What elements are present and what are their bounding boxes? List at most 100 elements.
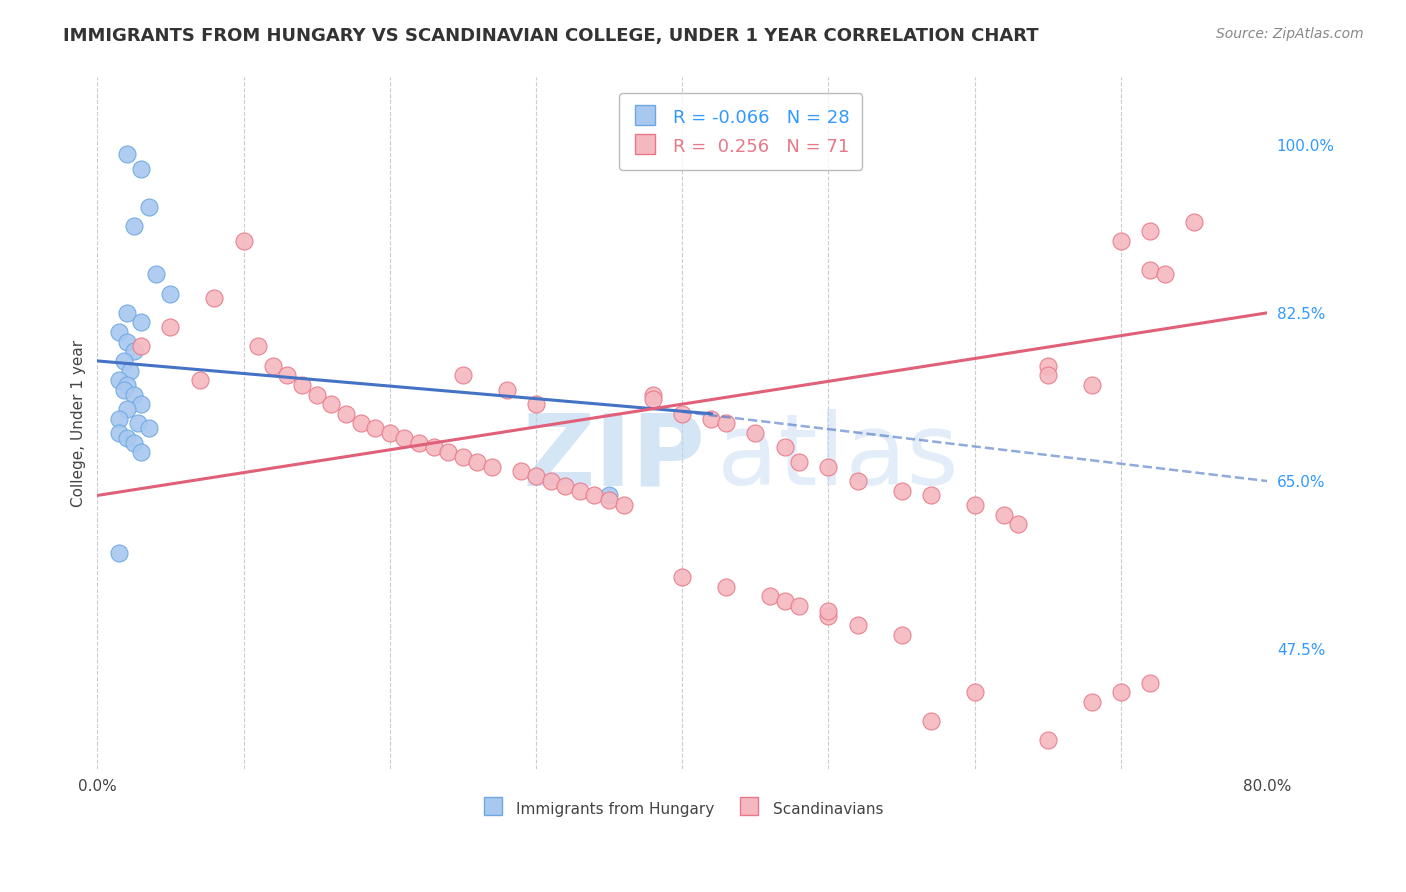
Point [247, 339, 270, 353]
Point [1153, 268, 1175, 282]
Point [108, 425, 131, 440]
Point [963, 685, 986, 699]
Legend: Immigrants from Hungary, Scandinavians: Immigrants from Hungary, Scandinavians [475, 793, 889, 824]
Point [1080, 378, 1102, 392]
Point [963, 498, 986, 512]
Point [378, 425, 401, 440]
Point [671, 570, 693, 584]
Point [598, 488, 620, 502]
Point [115, 401, 138, 416]
Point [108, 411, 131, 425]
Point [108, 546, 131, 560]
Text: Source: ZipAtlas.com: Source: ZipAtlas.com [1216, 27, 1364, 41]
Point [540, 474, 562, 488]
Point [568, 483, 591, 498]
Point [112, 383, 135, 397]
Point [122, 219, 145, 234]
Point [394, 431, 416, 445]
Point [108, 325, 131, 339]
Point [641, 392, 664, 407]
Point [138, 421, 160, 435]
Point [1139, 262, 1161, 277]
Point [145, 268, 167, 282]
Point [1036, 359, 1059, 373]
Point [305, 387, 328, 401]
Point [481, 459, 503, 474]
Point [122, 387, 145, 401]
Point [115, 378, 138, 392]
Point [112, 354, 135, 368]
Point [232, 234, 254, 248]
Point [773, 441, 796, 455]
Point [118, 363, 141, 377]
Point [349, 417, 371, 431]
Point [1036, 733, 1059, 747]
Point [159, 320, 181, 334]
Point [817, 459, 839, 474]
Point [787, 455, 810, 469]
Point [138, 200, 160, 214]
Point [129, 316, 152, 330]
Point [613, 498, 636, 512]
Point [451, 450, 474, 464]
Point [108, 373, 131, 387]
Point [524, 397, 547, 411]
Text: atlas: atlas [717, 409, 959, 507]
Point [510, 464, 533, 478]
Point [744, 425, 766, 440]
Point [115, 147, 138, 161]
Point [408, 435, 430, 450]
Point [641, 387, 664, 401]
Point [495, 383, 517, 397]
Point [321, 397, 343, 411]
Point [846, 618, 869, 632]
Point [364, 421, 387, 435]
Point [115, 306, 138, 320]
Point [188, 373, 211, 387]
Point [422, 441, 444, 455]
Point [1080, 695, 1102, 709]
Point [129, 161, 152, 176]
Point [335, 407, 357, 421]
Point [202, 292, 225, 306]
Point [1182, 214, 1205, 228]
Point [583, 488, 606, 502]
Point [759, 590, 782, 604]
Point [122, 435, 145, 450]
Point [276, 368, 298, 383]
Point [920, 714, 942, 729]
Point [890, 483, 912, 498]
Point [1139, 224, 1161, 238]
Point [817, 604, 839, 618]
Point [714, 580, 737, 594]
Point [993, 508, 1015, 522]
Point [890, 628, 912, 642]
Point [467, 455, 489, 469]
Point [122, 344, 145, 359]
Point [1109, 685, 1132, 699]
Point [846, 474, 869, 488]
Point [159, 286, 181, 301]
Point [127, 417, 149, 431]
Point [1036, 368, 1059, 383]
Point [437, 445, 460, 459]
Point [524, 469, 547, 483]
Point [671, 407, 693, 421]
Point [291, 378, 314, 392]
Point [115, 431, 138, 445]
Point [129, 397, 152, 411]
Point [1007, 517, 1029, 532]
Text: ZIP: ZIP [523, 409, 706, 507]
Point [714, 417, 737, 431]
Y-axis label: College, Under 1 year: College, Under 1 year [72, 340, 86, 507]
Point [115, 334, 138, 349]
Point [700, 411, 723, 425]
Point [1139, 675, 1161, 690]
Point [773, 594, 796, 608]
Point [817, 608, 839, 623]
Point [129, 445, 152, 459]
Point [554, 479, 576, 493]
Point [920, 488, 942, 502]
Point [451, 368, 474, 383]
Point [1109, 234, 1132, 248]
